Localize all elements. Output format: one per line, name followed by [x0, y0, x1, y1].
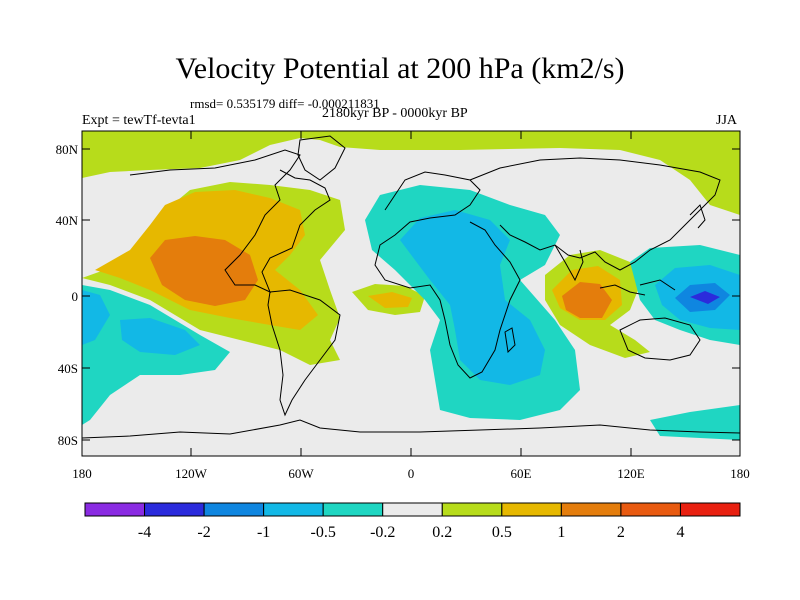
colorbar-swatch: [441, 502, 503, 517]
contour-wpacific-negative-core: [690, 291, 720, 304]
stats-text: rmsd= 0.535179 diff= -0.000211831: [190, 96, 380, 111]
colorbar-label: 4: [676, 524, 684, 541]
colorbar-swatch: [382, 502, 443, 517]
latitude-axis: 80N 40N 0 40S 80S: [56, 142, 740, 448]
colorbar-label: -4: [138, 524, 151, 541]
contour-africa-negative-mid: [400, 210, 545, 385]
colorbar-label: 0.5: [492, 524, 512, 541]
lon-tick-label: 120E: [617, 466, 645, 481]
coastlines: [82, 135, 740, 439]
plot-title: Velocity Potential at 200 hPa (km2/s): [175, 52, 625, 85]
colorbar-label: -0.5: [311, 524, 336, 541]
colorbar-swatch: [144, 502, 205, 517]
lat-tick-label: 40S: [58, 361, 78, 376]
colorbar-label: 0.2: [432, 524, 452, 541]
contour-pacific-positive-core: [150, 236, 258, 306]
colorbar-label: 1: [557, 524, 565, 541]
colorbar: -4 -2 -1 -0.5 -0.2 0.2 0.5 1 2 4: [84, 502, 741, 541]
lon-tick-label: 180: [730, 466, 750, 481]
contour-epacific-negative-low: [82, 285, 230, 425]
lon-tick-label: 60W: [288, 466, 314, 481]
colorbar-swatch: [620, 502, 681, 517]
colorbar-swatch: [679, 502, 741, 517]
colorbar-label: -0.2: [370, 524, 395, 541]
lat-tick-label: 40N: [56, 213, 79, 228]
lat-tick-label: 80S: [58, 433, 78, 448]
lon-tick-label: 180: [72, 466, 92, 481]
colorbar-swatch: [263, 502, 324, 517]
lon-tick-label: 120W: [175, 466, 208, 481]
contour-arctic-positive: [82, 131, 740, 215]
longitude-axis: 180 120W 60W 0 60E 120E 180: [72, 131, 750, 481]
contour-epacific-negative-mid-2: [120, 318, 200, 355]
season-label: JJA: [716, 113, 738, 128]
contour-epacific-negative-mid: [82, 290, 110, 345]
colorbar-label: -2: [197, 524, 210, 541]
colorbar-swatch: [560, 502, 622, 517]
colorbar-swatch: [501, 502, 562, 517]
lon-tick-label: 60E: [511, 466, 532, 481]
lat-tick-label: 80N: [56, 142, 79, 157]
colorbar-swatch: [322, 502, 384, 517]
colorbar-label: -1: [257, 524, 270, 541]
contour-field: [82, 131, 740, 456]
contour-atlantic-positive-mid: [368, 292, 412, 308]
contour-indian-positive-core: [562, 282, 612, 318]
lon-tick-label: 0: [408, 466, 415, 481]
colorbar-swatch: [203, 502, 265, 517]
lat-tick-label: 0: [72, 289, 79, 304]
colorbar-label: 2: [617, 524, 625, 541]
experiment-label: Expt = tewTf-tevta1: [82, 113, 196, 128]
colorbar-swatch: [84, 502, 146, 517]
period-text: 2180kyr BP - 0000kyr BP: [322, 106, 468, 121]
